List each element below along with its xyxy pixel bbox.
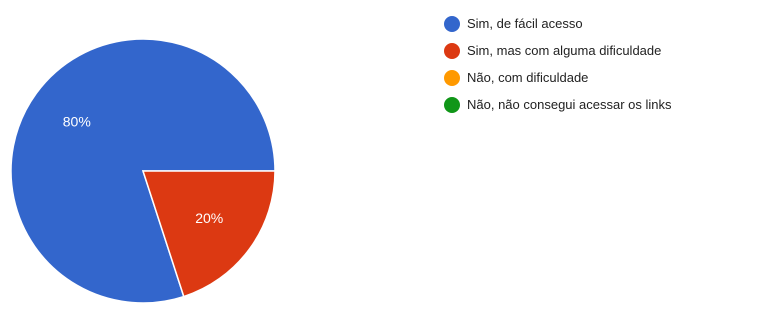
legend-swatch-2 [444, 42, 460, 59]
pie-slice-2 [141, 170, 276, 298]
pie-data-label-2: 20% [195, 210, 223, 226]
pie-data-label-1: 80% [63, 114, 91, 130]
legend-swatch-4 [444, 96, 460, 113]
legend-label-4: Não, não consegui acessar os links [467, 97, 672, 112]
legend-item-3: Não, com dificuldade [444, 66, 672, 89]
legend-label-2: Sim, mas com alguma dificuldade [467, 43, 662, 58]
legend-swatch-1 [444, 15, 460, 32]
legend-label-3: Não, com dificuldade [467, 70, 589, 85]
legend-item-4: Não, não consegui acessar os links [444, 93, 672, 116]
pie-data-labels: 80% 20% [63, 114, 223, 226]
legend-swatch-3 [444, 69, 460, 86]
legend: Sim, de fácil acesso Sim, mas com alguma … [444, 12, 672, 120]
legend-label-1: Sim, de fácil acesso [467, 16, 583, 31]
legend-item-1: Sim, de fácil acesso [444, 12, 672, 35]
pie-slices [10, 38, 276, 304]
legend-item-2: Sim, mas com alguma dificuldade [444, 39, 672, 62]
pie-chart: 80% 20% [10, 38, 276, 304]
